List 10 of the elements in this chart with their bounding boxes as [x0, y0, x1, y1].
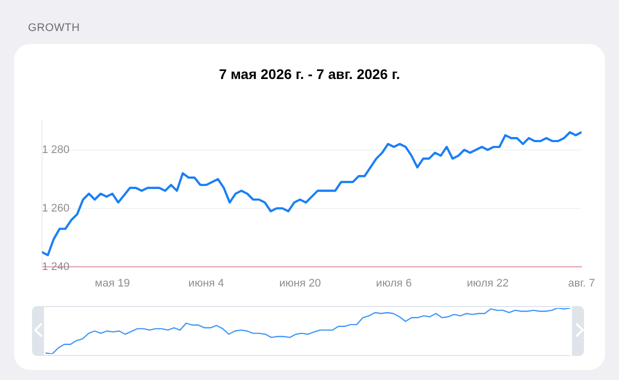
x-tick-label: июля 6 — [376, 277, 412, 290]
x-tick-label: июня 4 — [188, 277, 224, 290]
y-tick-label: 1 260 — [42, 202, 70, 214]
x-tick-label: авг. 7 — [568, 277, 596, 290]
x-tick-label: июля 22 — [466, 277, 509, 290]
x-tick-label: мая 19 — [94, 277, 130, 290]
chart-subtitle: 7 мая 2026 г. - 7 авг. 2026 г. — [218, 66, 402, 82]
x-tick-label: июня 20 — [279, 277, 321, 290]
chart-title: GROWTH — [28, 22, 80, 34]
y-tick-label: 1 280 — [42, 144, 70, 156]
